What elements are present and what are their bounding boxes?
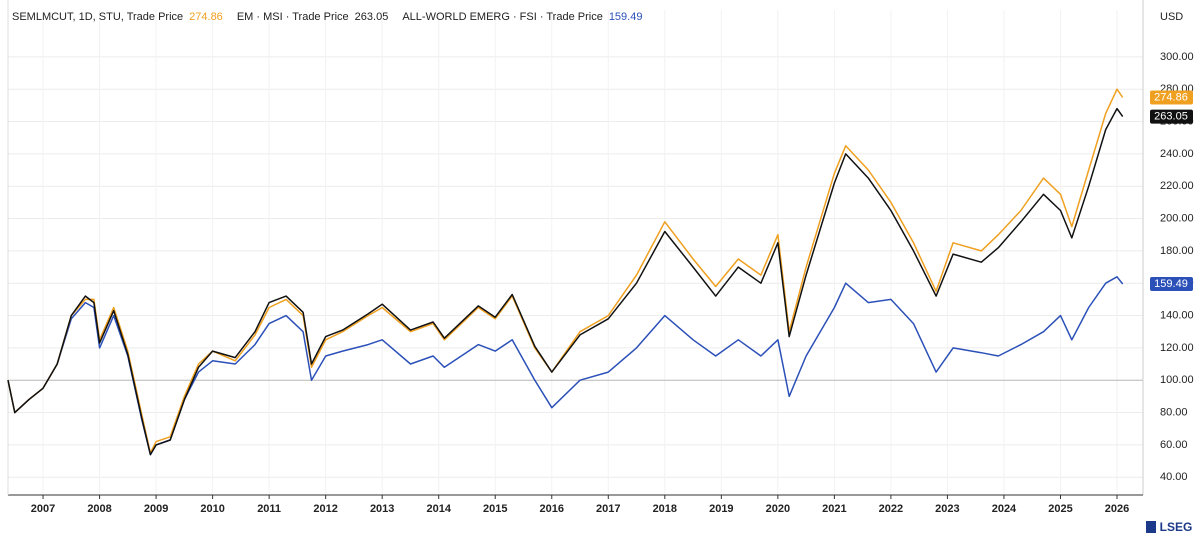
price-tag: [1150, 277, 1193, 292]
x-tick-label: 2024: [992, 503, 1017, 515]
x-tick-label: 2011: [257, 503, 281, 515]
y-tick-label: 100.00: [1160, 374, 1194, 386]
x-tick-label: 2007: [31, 503, 55, 515]
y-tick-label: 120.00: [1160, 342, 1194, 354]
x-tick-label: 2014: [426, 503, 451, 515]
y-unit: USD: [1160, 11, 1183, 23]
x-tick-label: 2008: [87, 503, 111, 515]
x-tick-label: 2016: [540, 503, 564, 515]
x-tick-label: 2019: [709, 503, 733, 515]
y-tick-label: 220.00: [1160, 180, 1194, 192]
x-tick-label: 2012: [313, 503, 337, 515]
x-tick-label: 2009: [144, 503, 168, 515]
x-tick-label: 2010: [200, 503, 224, 515]
x-tick-label: 2022: [879, 503, 903, 515]
legend-value: 159.49: [609, 11, 643, 23]
y-tick-label: 80.00: [1160, 406, 1188, 418]
y-tick-label: 300.00: [1160, 51, 1194, 63]
x-tick-label: 2020: [766, 503, 790, 515]
x-tick-label: 2017: [596, 503, 620, 515]
legend-value: 263.05: [355, 11, 389, 23]
legend-label: EM · MSI · Trade Price: [237, 11, 349, 23]
y-tick-label: 140.00: [1160, 309, 1194, 321]
y-tick-label: 60.00: [1160, 439, 1188, 451]
series-line: [7, 107, 1124, 456]
x-tick-label: 2013: [370, 503, 394, 515]
x-tick-label: 2021: [822, 503, 846, 515]
price-tag-label: 263.05: [1154, 111, 1188, 123]
y-tick-label: 180.00: [1160, 245, 1194, 257]
legend-label: SEMLMCUT, 1D, STU, Trade Price: [12, 11, 183, 23]
price-tag-label: 274.86: [1154, 91, 1188, 103]
x-tick-label: 2025: [1048, 503, 1072, 515]
x-tick-label: 2023: [935, 503, 959, 515]
x-tick-label: 2015: [483, 503, 507, 515]
y-tick-label: 240.00: [1160, 148, 1194, 160]
legend-label: ALL-WORLD EMERG · FSI · Trade Price: [402, 11, 602, 23]
price-tag-label: 159.49: [1154, 278, 1188, 290]
brand-logo: LSEG: [1160, 520, 1193, 534]
legend-value: 274.86: [189, 11, 223, 23]
series-line: [7, 88, 1124, 454]
y-tick-label: 200.00: [1160, 212, 1194, 224]
y-tick-label: 40.00: [1160, 471, 1188, 483]
brand-icon: [1146, 521, 1156, 533]
price-tag: [1150, 90, 1193, 105]
x-tick-label: 2026: [1105, 503, 1129, 515]
price-tag: [1150, 109, 1193, 124]
x-tick-label: 2018: [653, 503, 677, 515]
